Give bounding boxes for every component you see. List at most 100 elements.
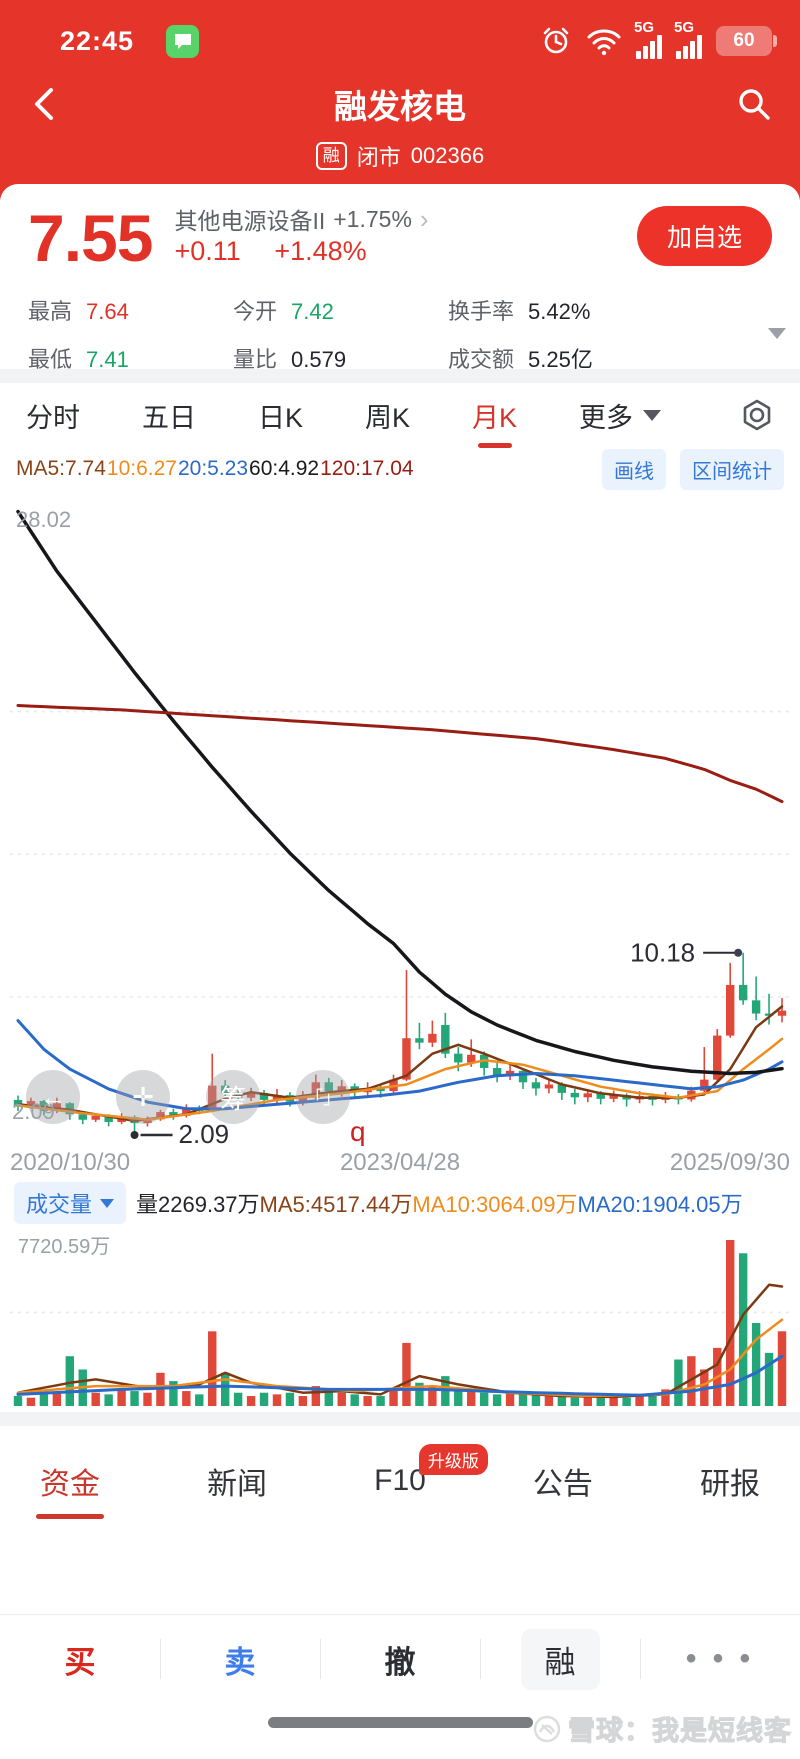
range-stats-button[interactable]: 区间统计	[680, 448, 784, 490]
battery-level: 60	[733, 30, 755, 51]
stat-label: 最低	[28, 347, 73, 372]
stat-label: 换手率	[448, 299, 515, 324]
ma-legend-item: 120:17.04	[320, 457, 414, 480]
stat-value: 0.579	[291, 347, 347, 372]
price-change-pct: +1.48%	[274, 236, 367, 266]
svg-text:q: q	[350, 1116, 366, 1146]
ma-legend: MA5:7.7410:6.2720:5.2360:4.92120:17.04	[16, 457, 415, 481]
more-dots-icon: • • •	[685, 1642, 755, 1675]
stock-subheader: 融 闭市 002366	[0, 136, 800, 176]
volume-legend-item: MA10:3064.09万	[412, 1192, 578, 1217]
ma-legend-item: MA5:7.74	[16, 457, 106, 480]
trade-label: 撤	[384, 1644, 416, 1680]
price-section: 7.55 其他电源设备II +1.75% › +0.11 +1.48% 加自选	[0, 184, 800, 284]
tab-五日[interactable]: 五日	[142, 402, 196, 433]
trade-撤-button[interactable]: 撤	[320, 1615, 480, 1703]
volume-chart[interactable]: 7720.59万	[0, 1226, 800, 1412]
tab-月K[interactable]: 月K	[472, 396, 517, 435]
home-indicator[interactable]	[268, 1717, 533, 1728]
trade-买-button[interactable]: 买	[0, 1615, 160, 1703]
chart-chips-button[interactable]: 筹	[206, 1070, 260, 1124]
ma-legend-item: 20:5.23	[177, 457, 249, 480]
stat-换手率: 换手率 5.42%	[448, 294, 772, 326]
tab-新闻[interactable]: 新闻	[207, 1468, 268, 1501]
add-watchlist-button[interactable]: 加自选	[636, 206, 772, 266]
volume-selector-label: 成交量	[26, 1192, 93, 1217]
chart-crosshair-button[interactable]: ✛	[116, 1070, 170, 1124]
stat-value: 5.25亿	[528, 347, 593, 372]
clock-time: 22:45	[60, 25, 135, 56]
volume-pane-max: 7720.59万	[18, 1236, 111, 1258]
stats-section: 最高 7.64 今开 7.42 换手率 5.42% 最低 7.41 量比 0.579 成交额 5.25…	[0, 284, 800, 372]
chart-rotate-fullscreen-button[interactable]: 「」	[296, 1070, 350, 1124]
volume-header: 成交量 量2269.37万MA5:4517.44万MA10:3064.09万MA…	[0, 1180, 800, 1226]
status-icons: 5G 5G 60	[540, 19, 777, 59]
trade-卖-button[interactable]: 卖	[160, 1615, 320, 1703]
xueqiu-logo	[533, 1715, 561, 1742]
tab-more-label: 更多	[579, 402, 634, 433]
chevron-down-icon	[100, 1198, 115, 1208]
candlestick-chart[interactable]: 28.02 2.09 10.18 2.09 q ← ✛ 筹「」	[0, 491, 800, 1146]
section-divider	[0, 369, 800, 383]
stat-最低: 最低 7.41	[28, 342, 233, 374]
stat-value: 5.42%	[528, 299, 591, 324]
market-status: 闭市	[356, 145, 401, 170]
tab-公告[interactable]: 公告	[532, 1468, 593, 1501]
tab-分时[interactable]: 分时	[26, 402, 80, 433]
stat-value: 7.41	[86, 347, 129, 372]
tab-日K[interactable]: 日K	[258, 402, 304, 433]
chart-settings-icon[interactable]	[740, 398, 774, 432]
wifi-icon	[587, 29, 621, 56]
sector-change: +1.75%	[333, 205, 412, 232]
content-tab-bar: 资金 新闻 F10 升级版 公告 研报	[0, 1426, 800, 1536]
x-axis-label: 2025/09/30	[669, 1149, 790, 1176]
watermark: 雪球：我是短线客	[532, 1709, 792, 1748]
x-axis-label: 2023/04/28	[339, 1149, 461, 1176]
tab-资金[interactable]: 资金	[36, 1459, 104, 1519]
app-header: 22:45 5G 5G 60 融发核电	[0, 0, 800, 200]
alarm-icon	[543, 27, 569, 54]
f10-upgrade-badge: 升级版	[418, 1444, 488, 1475]
signal-5g-icon-1: 5G	[634, 19, 662, 59]
section-divider-2	[0, 1412, 800, 1426]
trade-融-button[interactable]: 融	[480, 1615, 640, 1703]
current-price: 7.55	[28, 201, 153, 275]
ma-legend-row: MA5:7.7410:6.2720:5.2360:4.92120:17.04 画…	[0, 447, 800, 491]
svg-text:28.02: 28.02	[16, 507, 71, 532]
x-axis-labels: 2020/10/30 2023/04/28 2025/09/30	[0, 1146, 800, 1180]
trade-action-bar: 买 卖 撤 融 • • •	[0, 1614, 800, 1703]
status-bar: 22:45 5G 5G 60	[0, 0, 800, 72]
quote-card: 7.55 其他电源设备II +1.75% › +0.11 +1.48% 加自选 …	[0, 184, 800, 1747]
chevron-right-icon: ›	[419, 203, 429, 234]
tab-more[interactable]: 更多	[579, 396, 662, 435]
trade-more-button[interactable]: • • •	[640, 1615, 800, 1703]
back-icon[interactable]	[26, 84, 66, 124]
tab-F10[interactable]: F10 升级版	[374, 1444, 488, 1498]
content-area	[0, 1536, 800, 1614]
message-icon	[166, 24, 200, 58]
svg-text:2.09: 2.09	[179, 1119, 230, 1146]
x-axis-label: 2020/10/30	[10, 1149, 131, 1176]
search-icon[interactable]	[734, 84, 774, 124]
nav-bar: 融发核电	[0, 72, 800, 136]
tab-周K[interactable]: 周K	[365, 402, 411, 433]
volume-legend-item: MA20:1904.05万	[577, 1192, 743, 1217]
stat-量比: 量比 0.579	[233, 342, 448, 374]
stats-grid: 最高 7.64 今开 7.42 换手率 5.42% 最低 7.41 量比 0.579 成交额 5.25…	[28, 294, 772, 374]
stock-code: 002366	[410, 143, 485, 168]
svg-text:2.09: 2.09	[12, 1099, 55, 1124]
chart-tool-buttons: 画线 区间统计	[602, 448, 784, 490]
period-tab-bar: 分时 五日 日K 周K 月K 更多	[0, 383, 800, 447]
watermark-text: 雪球：我是短线客	[568, 1716, 792, 1747]
stat-label: 最高	[28, 299, 73, 324]
chart-back-button[interactable]: ←	[26, 1070, 80, 1124]
tab-研报[interactable]: 研报	[699, 1468, 760, 1501]
ma-legend-item: 10:6.27	[106, 457, 177, 480]
trade-label: 买	[64, 1644, 96, 1680]
expand-stats-button[interactable]	[768, 328, 786, 339]
price-detail: 其他电源设备II +1.75% › +0.11 +1.48%	[174, 200, 428, 267]
draw-line-button[interactable]: 画线	[602, 448, 666, 490]
ma-legend-item: 60:4.92	[249, 457, 320, 480]
volume-indicator-selector[interactable]: 成交量	[14, 1182, 127, 1224]
sector-row[interactable]: 其他电源设备II +1.75% ›	[174, 202, 428, 236]
